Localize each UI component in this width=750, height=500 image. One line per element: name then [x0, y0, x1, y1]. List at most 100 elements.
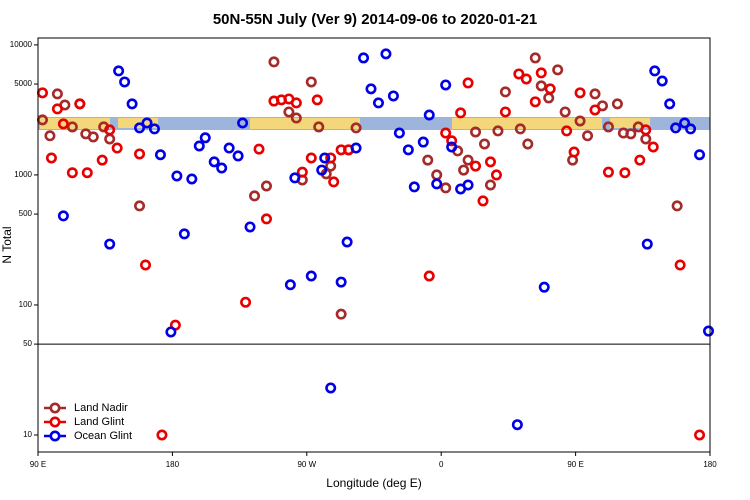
data-point [284, 279, 296, 291]
data-point [640, 133, 652, 145]
y-tick-label: 10 [23, 430, 32, 439]
data-point [671, 200, 683, 212]
data-point [522, 138, 534, 150]
data-point [462, 77, 474, 89]
data-point [335, 308, 347, 320]
data-point [45, 152, 57, 164]
data-point [126, 98, 138, 110]
x-tick-label: 180 [703, 460, 717, 469]
data-point [283, 106, 295, 118]
data-point [455, 107, 467, 119]
data-point [511, 419, 523, 431]
data-point [380, 48, 392, 60]
data-point [111, 142, 123, 154]
data-point [51, 88, 63, 100]
legend-label: Land Nadir [74, 402, 128, 414]
data-point [685, 123, 697, 135]
data-point [544, 83, 556, 95]
data-point [561, 125, 573, 137]
data-point [470, 126, 482, 138]
data-point [477, 195, 489, 207]
data-point [423, 270, 435, 282]
x-tick-label: 90 E [30, 460, 46, 469]
x-tick-label: 90 W [297, 460, 316, 469]
data-point [535, 67, 547, 79]
data-point [268, 56, 280, 68]
data-point [552, 64, 564, 76]
legend-label: Ocean Glint [74, 430, 132, 442]
data-point [634, 154, 646, 166]
data-point [670, 122, 682, 134]
data-point [290, 112, 302, 124]
y-tick-label: 50 [23, 339, 32, 348]
data-point [640, 124, 652, 136]
data-point [260, 213, 272, 225]
plot-frame [37, 37, 711, 453]
y-tick-label: 500 [19, 209, 33, 218]
data-point [104, 133, 116, 145]
data-point [484, 156, 496, 168]
data-point [244, 221, 256, 233]
data-point [559, 106, 571, 118]
data-point [484, 179, 496, 191]
data-point [574, 115, 586, 127]
data-point [694, 429, 706, 441]
data-point [703, 325, 715, 337]
data-point [104, 238, 116, 250]
data-point [154, 149, 166, 161]
data-point [529, 96, 541, 108]
data-point [350, 142, 362, 154]
data-point [186, 173, 198, 185]
x-axis-label: Longitude (deg E) [326, 476, 421, 490]
x-tick-label: 0 [439, 460, 444, 469]
data-point [113, 65, 125, 77]
data-point [647, 141, 659, 153]
data-point [431, 178, 443, 190]
y-tick-label: 10000 [10, 40, 33, 49]
data-point [223, 142, 235, 154]
data-point [350, 122, 362, 134]
data-point [365, 83, 377, 95]
data-point [674, 259, 686, 271]
data-point [140, 259, 152, 271]
data-point [87, 131, 99, 143]
data-point [171, 170, 183, 182]
data-point [57, 210, 69, 222]
data-point [490, 169, 502, 181]
data-point [328, 176, 340, 188]
data-point [325, 152, 337, 164]
data-point [582, 130, 594, 142]
data-point [134, 200, 146, 212]
data-point [462, 154, 474, 166]
data-point [232, 150, 244, 162]
data-point [313, 121, 325, 133]
data-point [656, 75, 668, 87]
data-point [492, 125, 504, 137]
data-point [305, 270, 317, 282]
data-point [119, 76, 131, 88]
y-tick-label: 100 [19, 300, 33, 309]
data-point [296, 166, 308, 178]
legend-label: Land Glint [74, 416, 124, 428]
data-point [417, 136, 429, 148]
data-point [104, 124, 116, 136]
data-point [431, 169, 443, 181]
data-point [57, 118, 69, 130]
data-point [341, 236, 353, 248]
data-point [422, 154, 434, 166]
data-point [679, 117, 691, 129]
data-point [619, 167, 631, 179]
x-tick-label: 90 E [567, 460, 583, 469]
data-point [253, 143, 265, 155]
data-point [36, 87, 48, 99]
data-point [335, 276, 347, 288]
data-point [165, 326, 177, 338]
data-point [156, 429, 168, 441]
data-point [44, 130, 56, 142]
data-point [193, 140, 205, 152]
data-point [470, 160, 482, 172]
data-point [402, 144, 414, 156]
data-point [440, 127, 452, 139]
data-point [694, 149, 706, 161]
data-point [148, 123, 160, 135]
